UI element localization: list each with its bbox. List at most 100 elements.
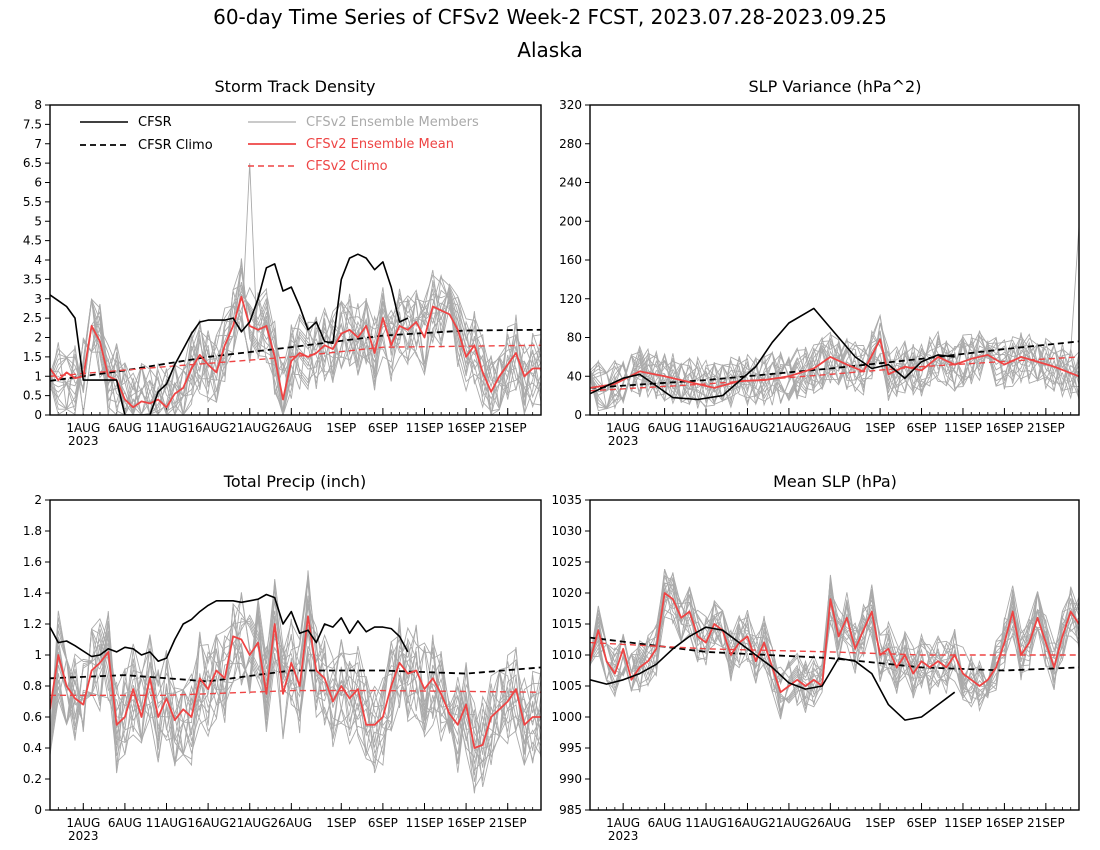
mean-line — [50, 615, 541, 749]
x-tick-label: 11SEP — [406, 816, 444, 830]
series-layer — [590, 568, 1079, 721]
ensemble-member-line — [50, 276, 541, 415]
x-tick-label: 6SEP — [906, 816, 936, 830]
ensemble-member-line — [50, 163, 541, 415]
x-year-label: 2023 — [68, 829, 99, 843]
ensemble-member-line — [590, 323, 1079, 409]
y-tick-label: 2 — [34, 493, 42, 507]
plot-area: 0 40 80 120 160 200 240 280 320 1AUG 6AUG 11AUG 16AU… — [559, 98, 1080, 448]
x-tick-label: 21SEP — [489, 421, 527, 435]
panel-title: SLP Variance (hPa^2) — [749, 77, 922, 96]
ensemble-member-line — [50, 290, 541, 415]
mean-line — [590, 338, 1079, 389]
legend-label-mean: CFSv2 Ensemble Mean — [306, 137, 454, 152]
y-tick-label: 995 — [559, 741, 582, 755]
plot-area: 985 990 995 1000 1005 1010 1015 1020 1025 1030 103… — [551, 493, 1080, 843]
y-tick-label: 1.2 — [23, 617, 42, 631]
y-tick-label: 1035 — [551, 493, 582, 507]
x-tick-label: 1AUG — [66, 421, 100, 435]
x-tick-label: 16AUG — [187, 816, 229, 830]
plot-frame — [589, 104, 1080, 416]
x-tick-label: 6SEP — [906, 421, 936, 435]
ensemble-member-line — [590, 315, 1079, 405]
ensemble-member-line — [590, 336, 1079, 407]
ensemble-member-line — [50, 614, 541, 773]
y-tick-label: 0.2 — [23, 772, 42, 786]
x-tick-label: 11SEP — [944, 421, 982, 435]
y-tick-label: 160 — [559, 253, 582, 267]
ensemble-member-line — [590, 572, 1079, 713]
ensemble-member-line — [50, 574, 541, 766]
y-tick-label: 320 — [559, 98, 582, 112]
x-year-label: 2023 — [68, 434, 99, 448]
y-tick-label: 6.5 — [23, 156, 42, 170]
x-tick-label: 21AUG — [768, 421, 810, 435]
x-tick-label: 21SEP — [489, 816, 527, 830]
y-tick-label: 3 — [34, 292, 42, 306]
x-tick-label: 16AUG — [187, 421, 229, 435]
ensemble-member-line — [590, 575, 1079, 707]
ensemble-member-line — [50, 286, 541, 415]
ensemble-member-line — [50, 603, 541, 781]
x-tick-label: 6AUG — [108, 816, 142, 830]
x-tick-label: 26AUG — [810, 421, 852, 435]
legend-label-cfsr-climo: CFSR Climo — [138, 138, 213, 153]
figure-title: 60-day Time Series of CFSv2 Week-2 FCST,… — [213, 5, 887, 29]
ensemble-member-line — [50, 587, 541, 767]
x-tick-label: 1AUG — [606, 816, 640, 830]
x-tick-label: 21AUG — [229, 816, 271, 830]
y-tick-label: 200 — [559, 214, 582, 228]
x-tick-label: 6SEP — [368, 421, 398, 435]
panel-mean-slp: Mean SLP (hPa) 985 990 995 1000 1005 1010 1015… — [551, 472, 1080, 843]
y-tick-label: 240 — [559, 176, 582, 190]
y-tick-label: 0 — [34, 408, 42, 422]
y-tick-label: 0.8 — [23, 679, 42, 693]
x-tick-label: 6SEP — [368, 816, 398, 830]
y-tick-label: 3.5 — [23, 272, 42, 286]
climo-red-line — [50, 344, 541, 377]
series-layer — [590, 226, 1079, 412]
y-tick-label: 6 — [34, 176, 42, 190]
x-tick-label: 16SEP — [447, 816, 485, 830]
x-tick-label: 26AUG — [271, 421, 313, 435]
cfsr-line — [590, 626, 956, 721]
y-tick-label: 1005 — [551, 679, 582, 693]
y-tick-label: 1.8 — [23, 524, 42, 538]
x-tick-label: 11SEP — [406, 421, 444, 435]
panel-total-precip: Total Precip (inch) 0 0.2 0.4 0.6 0.8 1 1.2 1.4… — [23, 472, 542, 843]
y-tick-label: 1020 — [551, 586, 582, 600]
y-tick-label: 1.4 — [23, 586, 42, 600]
ensemble-member-line — [50, 582, 541, 766]
y-tick-label: 4.5 — [23, 234, 42, 248]
panel-title: Mean SLP (hPa) — [773, 472, 897, 491]
x-tick-label: 21SEP — [1027, 816, 1065, 830]
x-tick-label: 11AUG — [146, 421, 188, 435]
climo-red-line — [590, 641, 1079, 656]
series-layer — [50, 163, 541, 415]
ensemble-member-line — [590, 331, 1079, 410]
cfsr-line — [50, 593, 409, 662]
plot-frame — [49, 104, 542, 416]
panel-slp-variance: SLP Variance (hPa^2) 0 40 80 120 160 200 240 28… — [559, 77, 1080, 448]
x-tick-label: 11AUG — [685, 816, 727, 830]
y-tick-label: 4 — [34, 253, 42, 267]
y-tick-label: 0 — [574, 408, 582, 422]
figure-subtitle: Alaska — [517, 38, 582, 62]
y-tick-label: 1010 — [551, 648, 582, 662]
x-tick-label: 16SEP — [986, 421, 1024, 435]
ensemble-member-line — [50, 286, 541, 415]
ensemble-member-line — [50, 269, 541, 415]
x-tick-label: 6AUG — [648, 816, 682, 830]
x-tick-label: 6AUG — [648, 421, 682, 435]
ensemble-member-line — [590, 582, 1079, 708]
y-tick-label: 5.5 — [23, 195, 42, 209]
x-tick-label: 26AUG — [271, 816, 313, 830]
plot-frame — [589, 499, 1080, 811]
x-tick-label: 1AUG — [606, 421, 640, 435]
y-tick-label: 2.5 — [23, 311, 42, 325]
y-tick-label: 0 — [34, 803, 42, 817]
x-tick-label: 16AUG — [727, 421, 769, 435]
y-tick-label: 1.5 — [23, 350, 42, 364]
ensemble-member-line — [590, 574, 1079, 720]
ensemble-member-line — [50, 270, 541, 415]
